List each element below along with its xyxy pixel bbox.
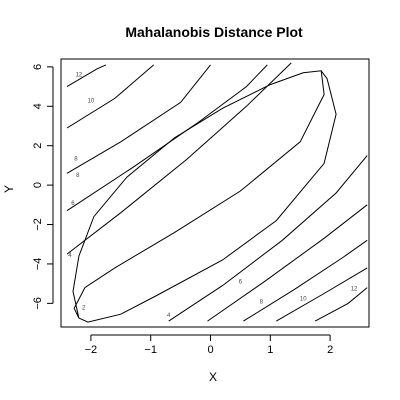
x-axis-label: X (209, 370, 217, 384)
y-tick-label: 6 (32, 64, 44, 70)
y-axis-label: Y (2, 185, 16, 193)
contour-label: 8 (76, 173, 80, 179)
x-tick-label: 2 (327, 344, 333, 356)
contour-line-10 (66, 64, 155, 129)
x-tick-label: −1 (144, 344, 157, 356)
x-axis: −2 −1 0 1 2 (85, 334, 333, 356)
y-tick-label: −2 (32, 218, 44, 231)
contour-line-2 (78, 70, 337, 323)
y-tick-label: 2 (32, 143, 44, 149)
contour-label: 2 (82, 305, 86, 311)
contour-label: 12 (351, 287, 358, 293)
contour-label: 4 (68, 253, 72, 259)
contour-label: 12 (76, 73, 83, 79)
contour-line-6 (207, 204, 368, 322)
contour-label: 10 (88, 98, 95, 104)
x-tick-label: 0 (207, 344, 213, 356)
y-tick-label: −4 (32, 258, 44, 271)
chart-title: Mahalanobis Distance Plot (125, 24, 303, 40)
contour-label: 6 (239, 280, 243, 286)
contour-label: 10 (300, 296, 307, 302)
contour-line-12 (66, 64, 107, 88)
contour-line-4 (168, 155, 368, 322)
contour-label: 8 (74, 156, 78, 162)
contour-label: 4 (167, 313, 171, 319)
contour-line-4 (66, 62, 292, 255)
contour-line-8 (66, 64, 211, 174)
y-tick-label: 4 (32, 103, 44, 109)
contour-line-2 (72, 70, 325, 319)
contour-lines (66, 62, 368, 323)
contour-line-12 (314, 287, 368, 322)
y-tick-label: −6 (32, 297, 44, 310)
x-tick-label: −2 (85, 344, 98, 356)
contour-labels: 2 4 6 8 10 12 12 10 8 8 6 4 (68, 73, 358, 319)
contour-line-8 (243, 239, 368, 322)
contour-line-10 (276, 267, 368, 322)
y-tick-label: 0 (32, 182, 44, 188)
contour-label: 6 (71, 201, 75, 207)
contour-line-6 (66, 64, 268, 212)
contour-label: 8 (260, 299, 264, 305)
plot-frame (60, 58, 370, 328)
x-tick-label: 1 (267, 344, 273, 356)
y-axis: −6 −4 −2 0 2 4 6 (32, 64, 54, 310)
